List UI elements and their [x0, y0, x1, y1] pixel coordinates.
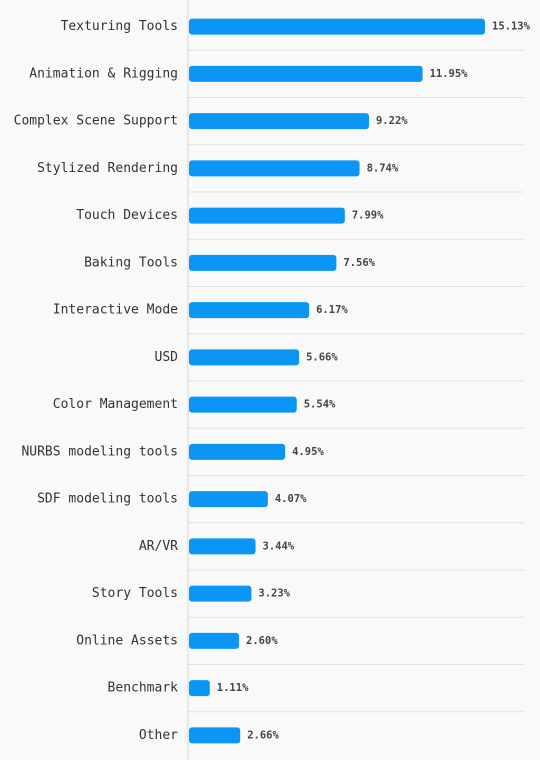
category-label-stylized-rendering: Stylized Rendering — [37, 161, 178, 176]
bar-interactive-mode — [189, 302, 310, 319]
category-labels: Texturing Tools Animation & Rigging Comple… — [14, 19, 179, 743]
category-label-complex-scene-support: Complex Scene Support — [14, 114, 178, 129]
bar-color-management — [189, 396, 297, 413]
value-label-interactive-mode: 6.17% — [316, 304, 348, 316]
value-label-other: 2.66% — [247, 729, 279, 741]
bar-complex-scene-support — [189, 113, 369, 130]
value-label-animation-rigging: 11.95% — [430, 68, 469, 80]
value-label-benchmark: 1.11% — [217, 682, 249, 694]
category-label-benchmark: Benchmark — [108, 681, 179, 696]
bar-other — [189, 727, 241, 744]
bar-animation-rigging — [189, 65, 423, 82]
category-label-touch-devices: Touch Devices — [76, 208, 178, 223]
value-label-sdf-modeling-tools: 4.07% — [275, 493, 307, 505]
value-label-story-tools: 3.23% — [258, 588, 290, 600]
bar-stylized-rendering — [189, 160, 360, 177]
bar-benchmark — [189, 680, 210, 697]
category-label-online-assets: Online Assets — [76, 633, 178, 648]
value-label-usd: 5.66% — [306, 351, 338, 363]
value-label-online-assets: 2.60% — [246, 635, 278, 647]
bar-ar-vr — [189, 538, 256, 555]
bars — [189, 18, 485, 744]
value-label-stylized-rendering: 8.74% — [367, 162, 399, 174]
value-label-baking-tools: 7.56% — [343, 257, 375, 269]
grid-lines — [188, 49, 524, 713]
category-label-animation-rigging: Animation & Rigging — [29, 66, 178, 81]
category-label-usd: USD — [155, 350, 179, 365]
value-labels: 15.13% 11.95% 9.22% 8.74% 7.99% 7.56% 6.17% 5.6… — [217, 21, 531, 742]
category-label-nurbs-modeling-tools: NURBS modeling tools — [21, 444, 178, 459]
category-label-sdf-modeling-tools: SDF modeling tools — [37, 492, 178, 507]
value-label-touch-devices: 7.99% — [352, 210, 384, 222]
bar-story-tools — [189, 585, 252, 602]
bar-nurbs-modeling-tools — [189, 443, 286, 460]
value-label-nurbs-modeling-tools: 4.95% — [292, 446, 324, 458]
value-label-color-management: 5.54% — [304, 399, 336, 411]
category-label-texturing-tools: Texturing Tools — [61, 19, 178, 34]
bar-usd — [189, 349, 300, 366]
bar-texturing-tools — [189, 18, 485, 35]
category-label-story-tools: Story Tools — [92, 586, 178, 601]
category-label-other: Other — [139, 728, 178, 743]
value-label-texturing-tools: 15.13% — [492, 21, 531, 33]
value-label-complex-scene-support: 9.22% — [376, 115, 408, 127]
category-label-ar-vr: AR/VR — [139, 539, 178, 554]
bar-online-assets — [189, 632, 240, 649]
bar-baking-tools — [189, 254, 337, 271]
category-label-color-management: Color Management — [53, 397, 178, 412]
category-label-baking-tools: Baking Tools — [84, 255, 178, 270]
bar-sdf-modeling-tools — [189, 491, 268, 508]
category-label-interactive-mode: Interactive Mode — [53, 303, 178, 318]
bar-touch-devices — [189, 207, 345, 224]
value-label-ar-vr: 3.44% — [263, 540, 295, 552]
